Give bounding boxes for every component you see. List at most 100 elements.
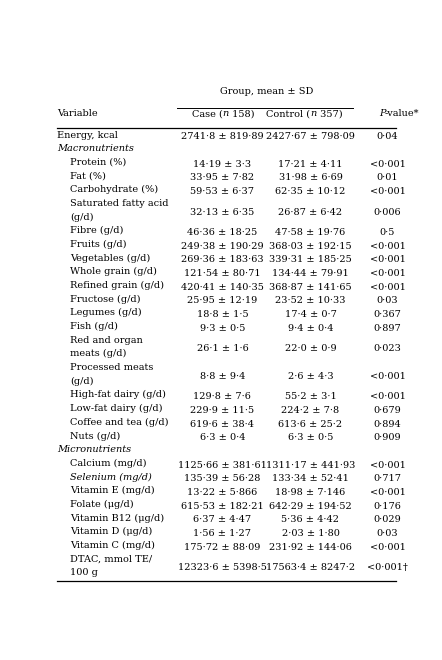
Text: <0·001: <0·001 xyxy=(370,269,405,278)
Text: Energy, kcal: Energy, kcal xyxy=(57,131,118,139)
Text: Processed meats: Processed meats xyxy=(70,363,153,372)
Text: <0·001: <0·001 xyxy=(370,160,405,169)
Text: 135·39 ± 56·28: 135·39 ± 56·28 xyxy=(184,475,261,483)
Text: n: n xyxy=(310,109,317,118)
Text: 59·53 ± 6·37: 59·53 ± 6·37 xyxy=(191,187,255,196)
Text: 121·54 ± 80·71: 121·54 ± 80·71 xyxy=(184,269,261,278)
Text: Fructose (g/d): Fructose (g/d) xyxy=(70,294,141,304)
Text: 229·9 ± 11·5: 229·9 ± 11·5 xyxy=(191,406,255,415)
Text: P: P xyxy=(379,109,385,118)
Text: 0·894: 0·894 xyxy=(373,420,401,428)
Text: 0·679: 0·679 xyxy=(373,406,401,415)
Text: 129·8 ± 7·6: 129·8 ± 7·6 xyxy=(194,392,251,401)
Text: 0·006: 0·006 xyxy=(374,208,401,216)
Text: 26·1 ± 1·6: 26·1 ± 1·6 xyxy=(197,345,248,353)
Text: 17·4 ± 0·7: 17·4 ± 0·7 xyxy=(285,310,336,319)
Text: <0·001: <0·001 xyxy=(370,543,405,552)
Text: 100 g: 100 g xyxy=(70,568,98,577)
Text: 368·03 ± 192·15: 368·03 ± 192·15 xyxy=(269,242,352,251)
Text: <0·001: <0·001 xyxy=(370,282,405,292)
Text: Calcium (mg/d): Calcium (mg/d) xyxy=(70,459,146,468)
Text: Vitamin D (μg/d): Vitamin D (μg/d) xyxy=(70,527,152,536)
Text: 0·023: 0·023 xyxy=(373,345,401,353)
Text: Protein (%): Protein (%) xyxy=(70,158,126,167)
Text: 17563·4 ± 8247·2: 17563·4 ± 8247·2 xyxy=(266,563,355,572)
Text: Micronutrients: Micronutrients xyxy=(57,445,131,454)
Text: 0·03: 0·03 xyxy=(377,296,398,306)
Text: 18·98 ± 7·146: 18·98 ± 7·146 xyxy=(275,488,346,497)
Text: 18·8 ± 1·5: 18·8 ± 1·5 xyxy=(197,310,248,319)
Text: <0·001†: <0·001† xyxy=(367,563,408,572)
Text: Fish (g/d): Fish (g/d) xyxy=(70,322,118,331)
Text: 17·21 ± 4·11: 17·21 ± 4·11 xyxy=(278,160,343,169)
Text: 1125·66 ± 381·61: 1125·66 ± 381·61 xyxy=(178,461,267,469)
Text: (g/d): (g/d) xyxy=(70,377,93,386)
Text: 13·22 ± 5·866: 13·22 ± 5·866 xyxy=(187,488,258,497)
Text: Saturated fatty acid: Saturated fatty acid xyxy=(70,199,168,208)
Text: Folate (μg/d): Folate (μg/d) xyxy=(70,500,133,509)
Text: 2·6 ± 4·3: 2·6 ± 4·3 xyxy=(288,372,333,381)
Text: 0·717: 0·717 xyxy=(373,475,401,483)
Text: 0·04: 0·04 xyxy=(377,133,398,141)
Text: Selenium (mg/d): Selenium (mg/d) xyxy=(70,473,152,482)
Text: 368·87 ± 141·65: 368·87 ± 141·65 xyxy=(269,282,352,292)
Text: (g/d): (g/d) xyxy=(70,213,93,222)
Text: 0·367: 0·367 xyxy=(373,310,401,319)
Text: Variable: Variable xyxy=(57,109,98,118)
Text: 31·98 ± 6·69: 31·98 ± 6·69 xyxy=(278,174,343,182)
Text: 175·72 ± 88·09: 175·72 ± 88·09 xyxy=(184,543,261,552)
Text: 9·4 ± 0·4: 9·4 ± 0·4 xyxy=(288,324,333,333)
Text: 33·95 ± 7·82: 33·95 ± 7·82 xyxy=(191,174,255,182)
Text: Red and organ: Red and organ xyxy=(70,336,143,345)
Text: Coffee and tea (g/d): Coffee and tea (g/d) xyxy=(70,418,168,427)
Text: <0·001: <0·001 xyxy=(370,372,405,381)
Text: 642·29 ± 194·52: 642·29 ± 194·52 xyxy=(269,502,352,511)
Text: 1·56 ± 1·27: 1·56 ± 1·27 xyxy=(194,529,251,538)
Text: 619·6 ± 38·4: 619·6 ± 38·4 xyxy=(191,420,255,428)
Text: 23·52 ± 10·33: 23·52 ± 10·33 xyxy=(275,296,346,306)
Text: 224·2 ± 7·8: 224·2 ± 7·8 xyxy=(282,406,339,415)
Text: -value*: -value* xyxy=(385,109,419,118)
Text: <0·001: <0·001 xyxy=(370,187,405,196)
Text: 1311·17 ± 441·93: 1311·17 ± 441·93 xyxy=(266,461,355,469)
Text: 6·3 ± 0·5: 6·3 ± 0·5 xyxy=(288,433,333,442)
Text: 26·87 ± 6·42: 26·87 ± 6·42 xyxy=(278,208,343,216)
Text: 22·0 ± 0·9: 22·0 ± 0·9 xyxy=(285,345,336,353)
Text: 231·92 ± 144·06: 231·92 ± 144·06 xyxy=(269,543,352,552)
Text: 420·41 ± 140·35: 420·41 ± 140·35 xyxy=(181,282,264,292)
Text: 134·44 ± 79·91: 134·44 ± 79·91 xyxy=(272,269,349,278)
Text: 0·03: 0·03 xyxy=(377,529,398,538)
Text: 158): 158) xyxy=(229,109,254,118)
Text: <0·001: <0·001 xyxy=(370,255,405,265)
Text: 6·3 ± 0·4: 6·3 ± 0·4 xyxy=(200,433,245,442)
Text: <0·001: <0·001 xyxy=(370,242,405,251)
Text: 12323·6 ± 5398·5: 12323·6 ± 5398·5 xyxy=(178,563,267,572)
Text: 46·36 ± 18·25: 46·36 ± 18·25 xyxy=(187,228,258,237)
Text: Group, mean ± SD: Group, mean ± SD xyxy=(220,87,313,96)
Text: Vegetables (g/d): Vegetables (g/d) xyxy=(70,253,150,263)
Text: 47·58 ± 19·76: 47·58 ± 19·76 xyxy=(275,228,346,237)
Text: 6·37 ± 4·47: 6·37 ± 4·47 xyxy=(193,515,251,524)
Text: 62·35 ± 10·12: 62·35 ± 10·12 xyxy=(275,187,346,196)
Text: Low-fat dairy (g/d): Low-fat dairy (g/d) xyxy=(70,404,163,413)
Text: 32·13 ± 6·35: 32·13 ± 6·35 xyxy=(191,208,255,216)
Text: 357): 357) xyxy=(316,109,342,118)
Text: 339·31 ± 185·25: 339·31 ± 185·25 xyxy=(269,255,352,265)
Text: n: n xyxy=(222,109,229,118)
Text: Vitamin B12 (μg/d): Vitamin B12 (μg/d) xyxy=(70,513,164,523)
Text: Carbohydrate (%): Carbohydrate (%) xyxy=(70,185,158,194)
Text: High-fat dairy (g/d): High-fat dairy (g/d) xyxy=(70,390,166,399)
Text: Legumes (g/d): Legumes (g/d) xyxy=(70,308,141,317)
Text: 5·36 ± 4·42: 5·36 ± 4·42 xyxy=(282,515,339,524)
Text: 0·176: 0·176 xyxy=(373,502,401,511)
Text: <0·001: <0·001 xyxy=(370,392,405,401)
Text: 2741·8 ± 819·89: 2741·8 ± 819·89 xyxy=(181,133,264,141)
Text: 0·01: 0·01 xyxy=(377,174,398,182)
Text: 8·8 ± 9·4: 8·8 ± 9·4 xyxy=(200,372,245,381)
Text: <0·001: <0·001 xyxy=(370,488,405,497)
Text: 2427·67 ± 798·09: 2427·67 ± 798·09 xyxy=(266,133,355,141)
Text: 25·95 ± 12·19: 25·95 ± 12·19 xyxy=(187,296,258,306)
Text: Control (: Control ( xyxy=(267,109,310,118)
Text: Vitamin E (mg/d): Vitamin E (mg/d) xyxy=(70,486,155,495)
Text: 0·5: 0·5 xyxy=(380,228,395,237)
